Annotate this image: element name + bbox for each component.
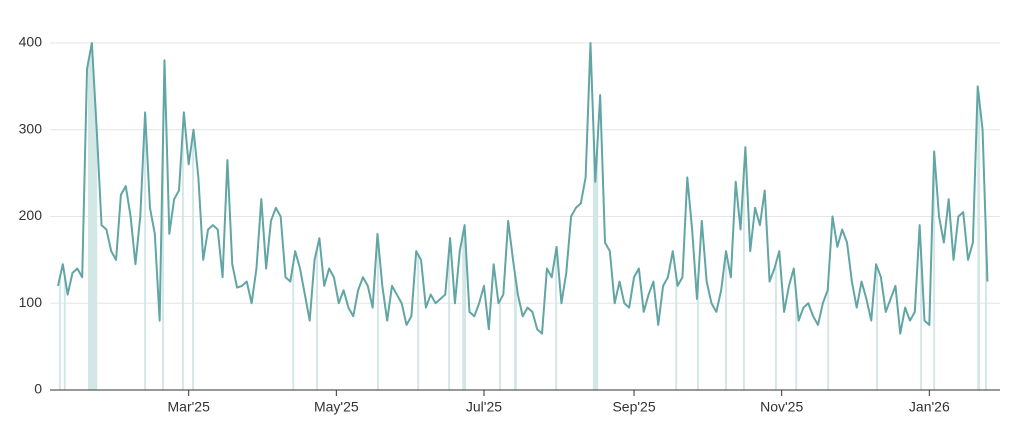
y-tick-label: 0	[34, 381, 42, 397]
x-tick-label: Sep'25	[612, 399, 655, 415]
highlight-band	[63, 270, 66, 390]
highlight-band	[88, 47, 98, 391]
highlight-band	[417, 252, 420, 390]
x-tick-label: Jan'26	[909, 399, 950, 415]
highlight-band	[725, 251, 727, 390]
highlight-band	[462, 227, 467, 390]
highlight-band	[592, 112, 599, 390]
y-tick-label: 300	[19, 120, 43, 136]
x-tick-label: Mar'25	[168, 399, 211, 415]
y-tick-label: 400	[19, 34, 43, 50]
highlight-band	[144, 112, 147, 390]
highlight-band	[181, 112, 184, 390]
highlight-band	[876, 264, 879, 390]
highlight-band	[555, 247, 558, 390]
x-tick-label: May'25	[314, 399, 359, 415]
highlight-band	[292, 257, 295, 390]
highlight-band	[827, 268, 830, 390]
x-tick-label: Jul'25	[466, 399, 502, 415]
y-tick-label: 100	[19, 294, 43, 310]
y-tick-label: 200	[19, 207, 43, 223]
highlight-band	[977, 86, 981, 390]
highlight-band	[316, 244, 318, 390]
highlight-band	[795, 284, 798, 390]
highlight-band	[448, 238, 451, 390]
highlight-band	[376, 235, 379, 390]
highlight-band	[774, 259, 777, 390]
highlight-band	[498, 298, 501, 390]
x-tick-label: Nov'25	[760, 399, 803, 415]
data-line	[57, 41, 989, 335]
highlight-band	[675, 268, 678, 390]
highlight-band	[742, 155, 745, 390]
highlight-band	[58, 272, 61, 390]
highlight-band	[192, 130, 195, 391]
highlight-band	[933, 151, 936, 390]
highlight-band	[513, 266, 517, 390]
